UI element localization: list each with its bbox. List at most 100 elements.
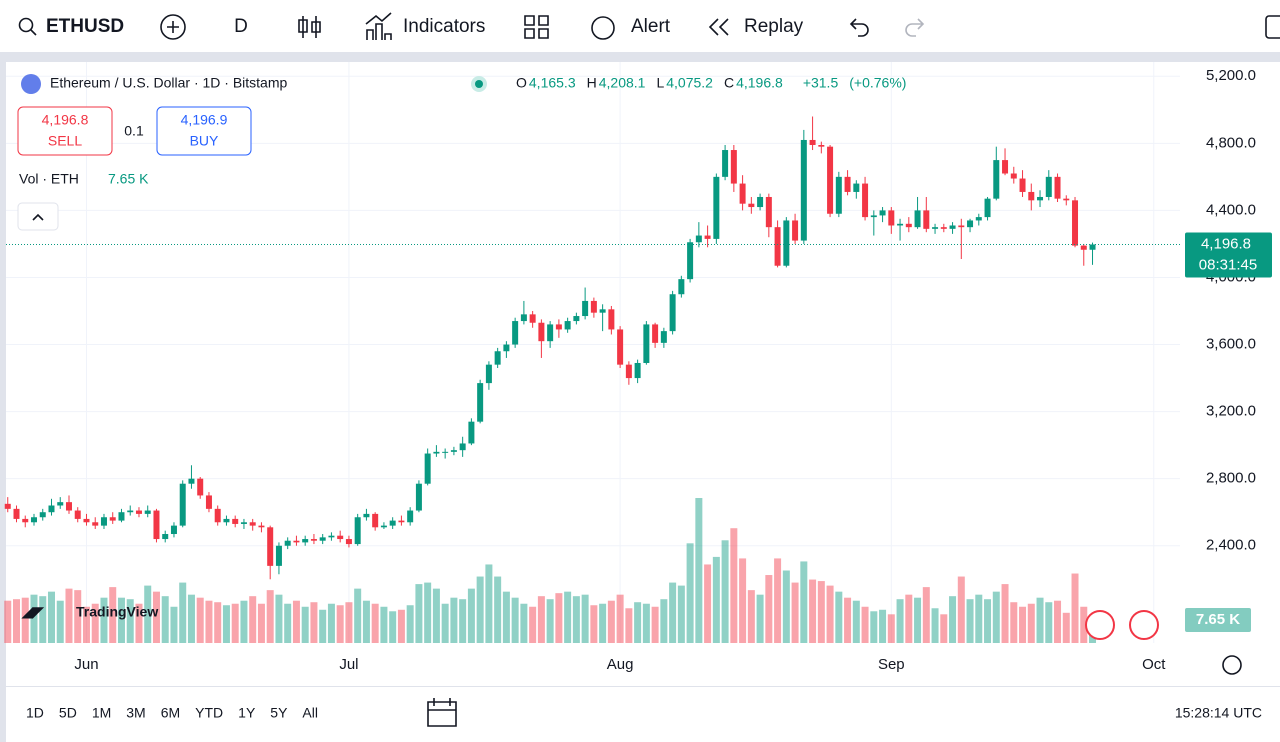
volume-tag bbox=[1185, 608, 1251, 632]
candle-body bbox=[1072, 200, 1079, 246]
volume-bar bbox=[126, 599, 134, 643]
candle-body bbox=[1045, 176, 1052, 197]
last-price-tag bbox=[1185, 232, 1272, 278]
symbol[interactable]: ETHUSD bbox=[46, 16, 124, 37]
volume-bar bbox=[511, 597, 519, 643]
volume-bar bbox=[257, 603, 265, 643]
volume-bar bbox=[354, 588, 362, 643]
alert[interactable]: Alert bbox=[631, 16, 671, 37]
volume-bar bbox=[310, 602, 318, 643]
candle-body bbox=[232, 518, 239, 524]
add-symbol[interactable] bbox=[160, 14, 186, 40]
volume-bar bbox=[12, 599, 20, 643]
volume-bar bbox=[520, 603, 528, 643]
y-tick-label: 5,200.0 bbox=[1206, 67, 1256, 84]
candle-body bbox=[13, 508, 20, 519]
candle-body bbox=[590, 300, 597, 313]
volume-bar bbox=[529, 606, 537, 643]
toolbar: ETHUSD D Indicators Alert Replay bbox=[18, 12, 1280, 40]
volume-bar bbox=[922, 587, 930, 643]
indicators-icon[interactable] bbox=[365, 12, 392, 40]
layout-icon[interactable] bbox=[524, 15, 549, 39]
y-tick-label: 3,200.0 bbox=[1206, 403, 1256, 420]
y-tick-label: 3,600.0 bbox=[1206, 336, 1256, 353]
interval[interactable]: D bbox=[234, 16, 248, 37]
candle-body bbox=[555, 324, 562, 330]
volume-bar bbox=[826, 585, 834, 643]
undo[interactable] bbox=[849, 18, 869, 37]
event-flag[interactable] bbox=[1129, 610, 1159, 640]
candle-body bbox=[30, 517, 37, 523]
volume-bar bbox=[774, 558, 782, 643]
volume-bar bbox=[695, 498, 703, 643]
candle-body bbox=[162, 534, 169, 540]
change: +31.5 bbox=[803, 75, 839, 91]
candle-body bbox=[398, 520, 405, 523]
volume-bar bbox=[1019, 606, 1027, 643]
candle-body bbox=[809, 139, 816, 145]
volume-bar bbox=[319, 609, 327, 643]
range-button[interactable]: 6M bbox=[161, 705, 180, 721]
replay-icon[interactable] bbox=[708, 18, 729, 36]
candle-body bbox=[669, 294, 676, 332]
candle-body bbox=[22, 518, 29, 523]
volume-bar bbox=[1027, 603, 1035, 643]
candle-body bbox=[704, 235, 711, 239]
candle-body bbox=[923, 210, 930, 229]
candle-body bbox=[293, 540, 300, 543]
event-flag[interactable] bbox=[1085, 610, 1115, 640]
range-button[interactable]: 5Y bbox=[270, 705, 288, 721]
range-button[interactable]: YTD bbox=[195, 705, 223, 721]
candle-body bbox=[599, 309, 606, 313]
volume-bar bbox=[879, 609, 887, 643]
redo[interactable] bbox=[905, 18, 925, 37]
candle-body bbox=[564, 321, 571, 330]
range-button[interactable]: 3M bbox=[126, 705, 145, 721]
candle-body bbox=[477, 383, 484, 422]
sell-button[interactable] bbox=[17, 106, 113, 156]
search-icon[interactable] bbox=[18, 17, 34, 33]
volume-bar bbox=[4, 600, 12, 643]
candle-body bbox=[1037, 196, 1044, 201]
volume-bar bbox=[345, 602, 353, 643]
candle-body bbox=[415, 483, 422, 511]
range-button[interactable]: 5D bbox=[59, 705, 77, 721]
settings-icon[interactable] bbox=[1222, 655, 1242, 675]
volume-bar bbox=[240, 600, 248, 643]
legend: Ethereum / U.S. Dollar · 1D · Bitstamp O… bbox=[17, 74, 1242, 675]
range-button[interactable]: 1M bbox=[92, 705, 111, 721]
volume-bar bbox=[634, 602, 642, 643]
indicators[interactable]: Indicators bbox=[403, 16, 485, 37]
y-tick-label: 2,800.0 bbox=[1206, 470, 1256, 487]
volume-bar bbox=[686, 543, 694, 643]
candle-body bbox=[345, 539, 352, 545]
buy-button[interactable] bbox=[156, 106, 252, 156]
candle-body bbox=[757, 196, 764, 208]
range-button[interactable]: 1Y bbox=[238, 705, 256, 721]
panel-icon[interactable] bbox=[1265, 15, 1280, 39]
replay[interactable]: Replay bbox=[744, 16, 804, 37]
volume-bar bbox=[249, 596, 257, 643]
candle-body bbox=[337, 535, 344, 540]
volume-bar bbox=[187, 594, 195, 643]
candle-body bbox=[240, 522, 247, 524]
date-range-icon[interactable] bbox=[427, 698, 457, 727]
last-price: 4,196.8 bbox=[1201, 235, 1251, 252]
range-button[interactable]: All bbox=[302, 705, 318, 721]
range-button[interactable]: 1D bbox=[26, 705, 44, 721]
candle-body bbox=[109, 517, 116, 521]
y-tick-label: 4,800.0 bbox=[1206, 134, 1256, 151]
candle-body bbox=[844, 176, 851, 192]
candle-body bbox=[853, 183, 860, 192]
volume-bar bbox=[196, 597, 204, 643]
collapse-button[interactable] bbox=[17, 202, 59, 231]
chart-type[interactable] bbox=[298, 16, 321, 38]
volume-bar bbox=[406, 605, 414, 643]
volume-bar bbox=[65, 588, 73, 643]
volume-bar bbox=[170, 606, 178, 643]
alert-icon[interactable] bbox=[591, 16, 615, 40]
candle-body bbox=[538, 322, 545, 342]
volume-bar bbox=[292, 600, 300, 643]
candle-body bbox=[905, 223, 912, 228]
